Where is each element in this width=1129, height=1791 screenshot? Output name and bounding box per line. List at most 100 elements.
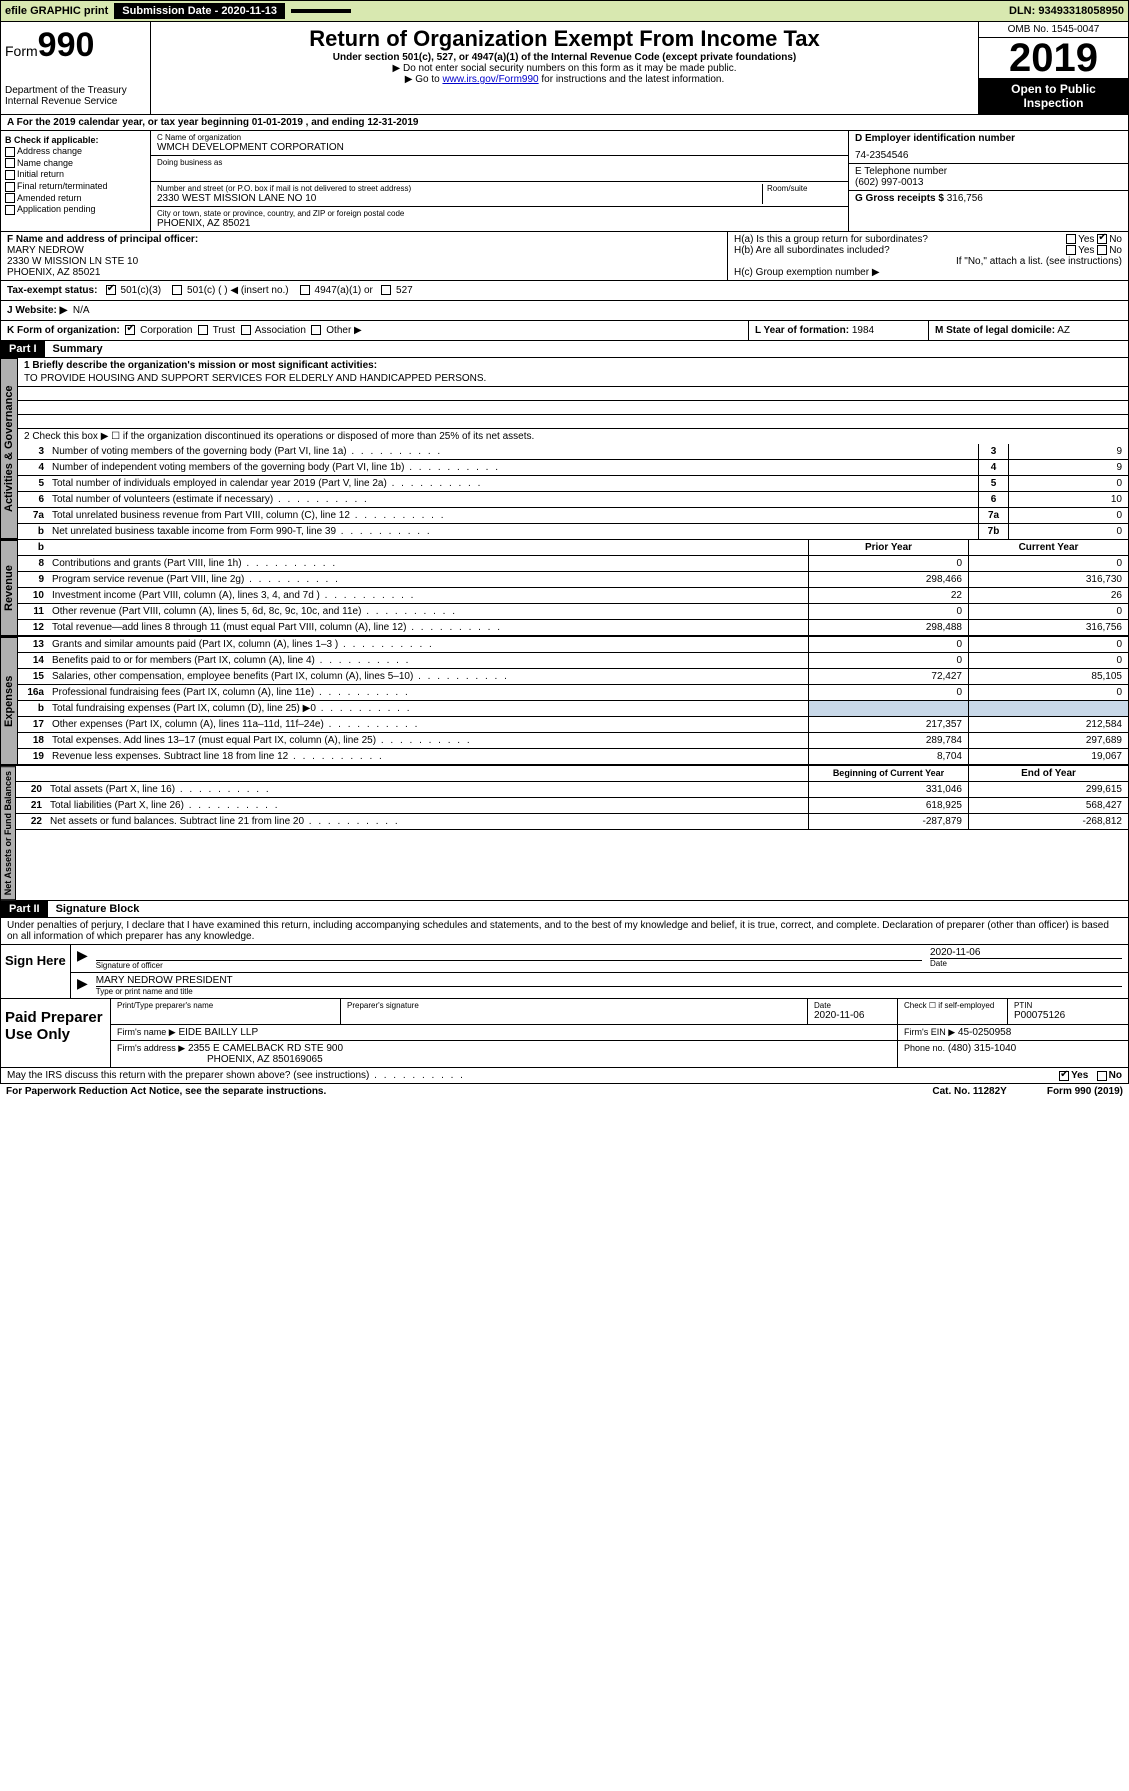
efile-label: efile GRAPHIC print <box>5 5 108 17</box>
cat-no: Cat. No. 11282Y <box>932 1086 1006 1097</box>
cb-association[interactable] <box>241 325 251 335</box>
summary-line: 10Investment income (Part VIII, column (… <box>18 588 1128 604</box>
form-note2: ▶ Go to www.irs.gov/Form990 for instruct… <box>155 74 974 85</box>
discuss-no-cb[interactable] <box>1097 1071 1107 1081</box>
form-org-label: K Form of organization: <box>7 325 120 336</box>
col-prior-year: Prior Year <box>808 540 968 555</box>
prep-date: 2020-11-06 <box>814 1010 891 1021</box>
firm-phone-label: Phone no. <box>904 1043 945 1053</box>
summary-line: 20Total assets (Part X, line 16)331,0462… <box>16 782 1128 798</box>
discuss-yes-cb[interactable] <box>1059 1071 1069 1081</box>
declaration-text: Under penalties of perjury, I declare th… <box>1 918 1128 944</box>
arrow-icon: ▶ <box>77 947 88 970</box>
part2-title: Signature Block <box>48 901 148 917</box>
org-city: PHOENIX, AZ 85021 <box>157 218 842 229</box>
officer-addr2: PHOENIX, AZ 85021 <box>7 267 100 278</box>
prep-date-label: Date <box>814 1001 891 1010</box>
firm-ein: 45-0250958 <box>958 1027 1011 1038</box>
form-prefix: Form <box>5 43 38 59</box>
row-klm: K Form of organization: Corporation Trus… <box>0 321 1129 341</box>
form-header: Form990 Department of the Treasury Inter… <box>0 22 1129 115</box>
sign-here-label: Sign Here <box>1 945 71 998</box>
mission-text: TO PROVIDE HOUSING AND SUPPORT SERVICES … <box>18 373 1128 387</box>
firm-addr1: 2355 E CAMELBACK RD STE 900 <box>188 1043 343 1054</box>
cb-trust[interactable] <box>198 325 208 335</box>
officer-addr1: 2330 W MISSION LN STE 10 <box>7 256 138 267</box>
summary-line: 14Benefits paid to or for members (Part … <box>18 653 1128 669</box>
website-value: N/A <box>73 305 90 316</box>
blank-button[interactable] <box>291 9 351 13</box>
form990-link[interactable]: www.irs.gov/Form990 <box>442 74 538 85</box>
state-domicile-label: M State of legal domicile: <box>935 325 1055 336</box>
ha-yes-cb[interactable] <box>1066 234 1076 244</box>
arrow-icon: ▶ <box>77 975 88 996</box>
gross-value: 316,756 <box>947 193 983 204</box>
open-inspection: Open to Public Inspection <box>979 78 1128 114</box>
summary-governance: Activities & Governance 1 Briefly descri… <box>0 358 1129 540</box>
cb-527[interactable] <box>381 285 391 295</box>
ha-no-cb[interactable] <box>1097 234 1107 244</box>
row-fh: F Name and address of principal officer:… <box>0 232 1129 281</box>
ptin-value: P00075126 <box>1014 1010 1122 1021</box>
form-subtitle: Under section 501(c), 527, or 4947(a)(1)… <box>155 52 974 63</box>
addr-label: Number and street (or P.O. box if mail i… <box>157 184 762 193</box>
section-a: A For the 2019 calendar year, or tax yea… <box>0 115 1129 131</box>
dln-label: DLN: 93493318058950 <box>1009 5 1124 17</box>
org-name-label: C Name of organization <box>157 133 842 142</box>
box-i: Tax-exempt status: 501(c)(3) 501(c) ( ) … <box>0 281 1129 301</box>
cb-other[interactable] <box>311 325 321 335</box>
summary-line: 12Total revenue—add lines 8 through 11 (… <box>18 620 1128 636</box>
summary-line: 16aProfessional fundraising fees (Part I… <box>18 685 1128 701</box>
self-employed-check[interactable]: Check ☐ if self-employed <box>898 999 1008 1024</box>
officer-name: MARY NEDROW <box>7 245 84 256</box>
summary-line: 11Other revenue (Part VIII, column (A), … <box>18 604 1128 620</box>
part1-header: Part I <box>1 341 45 357</box>
cb-501c[interactable] <box>172 285 182 295</box>
hb-no-cb[interactable] <box>1097 245 1107 255</box>
summary-line: 19Revenue less expenses. Subtract line 1… <box>18 749 1128 765</box>
summary-line: 5Total number of individuals employed in… <box>18 476 1128 492</box>
line1-label: 1 Briefly describe the organization's mi… <box>24 360 377 371</box>
form-number: 990 <box>38 26 95 64</box>
prep-sig-label: Preparer's signature <box>347 1001 801 1010</box>
cb-initial-return[interactable]: Initial return <box>5 169 146 180</box>
cb-address-change[interactable]: Address change <box>5 146 146 157</box>
prep-name-label: Print/Type preparer's name <box>117 1001 334 1010</box>
summary-line: 18Total expenses. Add lines 13–17 (must … <box>18 733 1128 749</box>
year-formation-value: 1984 <box>852 325 874 336</box>
line2: 2 Check this box ▶ ☐ if the organization… <box>18 429 1128 444</box>
cb-name-change[interactable]: Name change <box>5 158 146 169</box>
summary-netassets: Net Assets or Fund Balances Beginning of… <box>0 766 1129 901</box>
paid-preparer-section: Paid Preparer Use Only Print/Type prepar… <box>0 999 1129 1068</box>
discuss-text: May the IRS discuss this return with the… <box>7 1070 465 1081</box>
ptin-label: PTIN <box>1014 1001 1122 1010</box>
summary-line: bTotal fundraising expenses (Part IX, co… <box>18 701 1128 717</box>
cb-application-pending[interactable]: Application pending <box>5 204 146 215</box>
officer-typed-name: MARY NEDROW PRESIDENT <box>96 975 1122 987</box>
summary-revenue: Revenue b Prior Year Current Year 8Contr… <box>0 540 1129 637</box>
summary-line: 7aTotal unrelated business revenue from … <box>18 508 1128 524</box>
type-name-label: Type or print name and title <box>96 987 1122 996</box>
summary-line: 15Salaries, other compensation, employee… <box>18 669 1128 685</box>
state-domicile-value: AZ <box>1057 325 1070 336</box>
cb-4947[interactable] <box>300 285 310 295</box>
part1-title: Summary <box>45 341 111 357</box>
part2-header-row: Part II Signature Block <box>0 901 1129 918</box>
summary-line: 17Other expenses (Part IX, column (A), l… <box>18 717 1128 733</box>
hb-label: H(b) Are all subordinates included? <box>734 245 890 256</box>
cb-corporation[interactable] <box>125 325 135 335</box>
hb-yes-cb[interactable] <box>1066 245 1076 255</box>
summary-line: 4Number of independent voting members of… <box>18 460 1128 476</box>
paid-preparer-label: Paid Preparer Use Only <box>1 999 111 1067</box>
submission-date-button[interactable]: Submission Date - 2020-11-13 <box>114 3 285 19</box>
ein-value: 74-2354546 <box>855 150 1122 161</box>
firm-name-label: Firm's name ▶ <box>117 1027 176 1037</box>
summary-line: 6Total number of volunteers (estimate if… <box>18 492 1128 508</box>
summary-line: 9Program service revenue (Part VIII, lin… <box>18 572 1128 588</box>
cb-amended[interactable]: Amended return <box>5 193 146 204</box>
cb-501c3[interactable] <box>106 285 116 295</box>
header-right: OMB No. 1545-0047 2019 Open to Public In… <box>978 22 1128 114</box>
firm-ein-label: Firm's EIN ▶ <box>904 1027 955 1037</box>
cb-final-return[interactable]: Final return/terminated <box>5 181 146 192</box>
dept-label: Department of the Treasury <box>5 85 146 96</box>
